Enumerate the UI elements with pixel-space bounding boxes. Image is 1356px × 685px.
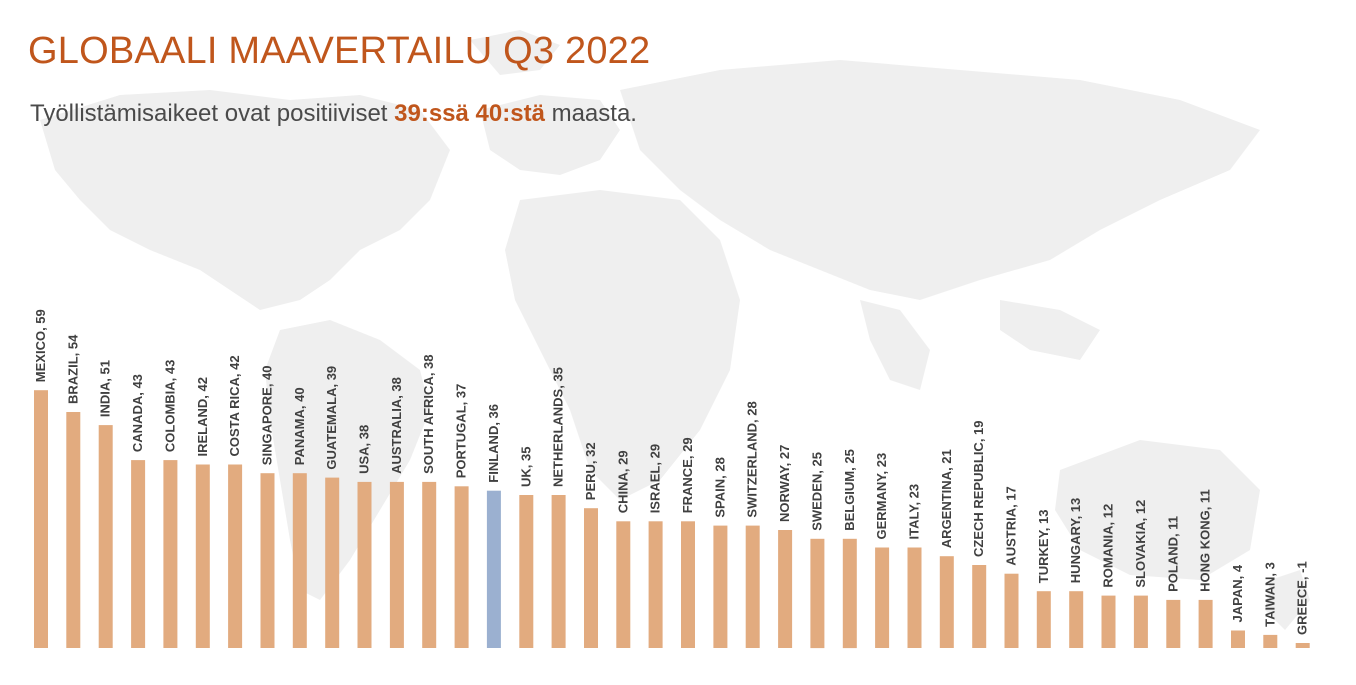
bar-poland: [1166, 599, 1181, 648]
bar-ireland: [195, 464, 210, 648]
bar-portugal: [454, 486, 469, 648]
bar-austria: [1004, 573, 1019, 648]
bar-guatemala: [325, 477, 340, 648]
data-label-romania: ROMANIA, 12: [1101, 504, 1116, 588]
data-label-belgium: BELGIUM, 25: [842, 449, 857, 531]
bar-belgium: [842, 538, 857, 649]
bar-costa-rica: [228, 464, 243, 648]
data-label-finland: FINLAND, 36: [486, 404, 501, 483]
data-label-usa: USA, 38: [357, 425, 372, 474]
data-label-south-africa: SOUTH AFRICA, 38: [421, 354, 436, 473]
bar-argentina: [939, 556, 954, 648]
bar-israel: [648, 521, 663, 648]
data-label-hungary: HUNGARY, 13: [1068, 498, 1083, 583]
data-label-australia: AUSTRALIA, 38: [389, 377, 404, 474]
data-label-brazil: BRAZIL, 54: [65, 334, 80, 404]
data-label-mexico: MEXICO, 59: [33, 309, 48, 382]
bar-japan: [1231, 630, 1245, 648]
data-label-uk: UK, 35: [518, 447, 533, 487]
bar-netherlands: [551, 495, 566, 648]
bar-greece: [1295, 643, 1310, 648]
data-label-costa-rica: COSTA RICA, 42: [227, 355, 242, 456]
subtitle-suffix: maasta.: [544, 100, 637, 127]
bar-colombia: [163, 460, 178, 648]
data-label-greece: GREECE, -1: [1295, 561, 1310, 635]
bar-slovakia: [1133, 595, 1148, 648]
data-label-sweden: SWEDEN, 25: [809, 452, 824, 531]
data-label-ireland: IRELAND, 42: [195, 377, 210, 456]
data-label-argentina: ARGENTINA, 21: [939, 449, 954, 548]
data-label-japan: JAPAN, 4: [1230, 564, 1245, 622]
bar-switzerland: [745, 525, 760, 648]
bar-czech-republic: [972, 565, 987, 648]
bar-panama: [292, 473, 307, 648]
bar-brazil: [66, 412, 81, 648]
subtitle-highlight-count: 39:ssä: [394, 100, 469, 127]
data-label-austria: AUSTRIA, 17: [1004, 486, 1019, 565]
data-label-canada: CANADA, 43: [130, 374, 145, 452]
bar-turkey: [1036, 591, 1051, 648]
data-label-france: FRANCE, 29: [680, 437, 695, 513]
data-label-china: CHINA, 29: [615, 450, 630, 513]
bar-usa: [357, 481, 372, 648]
bar-sweden: [810, 538, 825, 649]
chart-subtitle: Työllistämisaikeet ovat positiiviset 39:…: [30, 100, 637, 128]
data-label-peru: PERU, 32: [583, 442, 598, 500]
bar-mexico: [34, 390, 48, 648]
data-label-india: INDIA, 51: [98, 360, 113, 417]
data-label-netherlands: NETHERLANDS, 35: [551, 367, 566, 487]
bar-france: [681, 521, 695, 648]
bar-hong-kong: [1198, 599, 1213, 648]
bar-south-africa: [422, 481, 437, 648]
data-label-israel: ISRAEL, 29: [648, 444, 663, 513]
bar-canada: [131, 460, 146, 648]
bar-taiwan: [1263, 634, 1278, 648]
data-label-norway: NORWAY, 27: [777, 445, 792, 522]
data-label-poland: POLAND, 11: [1165, 516, 1180, 592]
data-label-panama: PANAMA, 40: [292, 387, 307, 465]
chart-title: GLOBAALI MAAVERTAILU Q3 2022: [28, 30, 651, 72]
bar-uk: [519, 495, 534, 648]
data-label-turkey: TURKEY, 13: [1036, 509, 1051, 583]
bar-india: [98, 425, 113, 648]
bar-china: [616, 521, 631, 648]
bar-australia: [389, 481, 404, 648]
bar-norway: [778, 530, 793, 648]
data-label-portugal: PORTUGAL, 37: [454, 384, 469, 479]
data-label-slovakia: SLOVAKIA, 12: [1133, 500, 1148, 588]
data-label-germany: GERMANY, 23: [874, 453, 889, 540]
data-label-singapore: SINGAPORE, 40: [260, 365, 275, 465]
bar-romania: [1101, 595, 1116, 648]
subtitle-highlight-total: 40:stä: [475, 100, 545, 127]
data-label-colombia: COLOMBIA, 43: [162, 360, 177, 452]
bar-hungary: [1069, 591, 1084, 648]
data-label-czech-republic: CZECH REPUBLIC, 19: [971, 420, 986, 557]
bar-italy: [907, 547, 922, 648]
bar-germany: [875, 547, 890, 648]
bar-peru: [584, 508, 598, 648]
data-label-switzerland: SWITZERLAND, 28: [745, 401, 760, 517]
subtitle-prefix: Työllistämisaikeet ovat positiiviset: [30, 100, 395, 127]
data-label-spain: SPAIN, 28: [712, 457, 727, 517]
data-label-italy: ITALY, 23: [907, 484, 922, 540]
data-label-hong-kong: HONG KONG, 11: [1198, 489, 1213, 592]
bar-singapore: [260, 473, 275, 648]
bar-spain: [713, 525, 728, 648]
data-label-taiwan: TAIWAN, 3: [1262, 562, 1277, 627]
bar-finland: [486, 490, 501, 648]
data-label-guatemala: GUATEMALA, 39: [324, 366, 339, 470]
